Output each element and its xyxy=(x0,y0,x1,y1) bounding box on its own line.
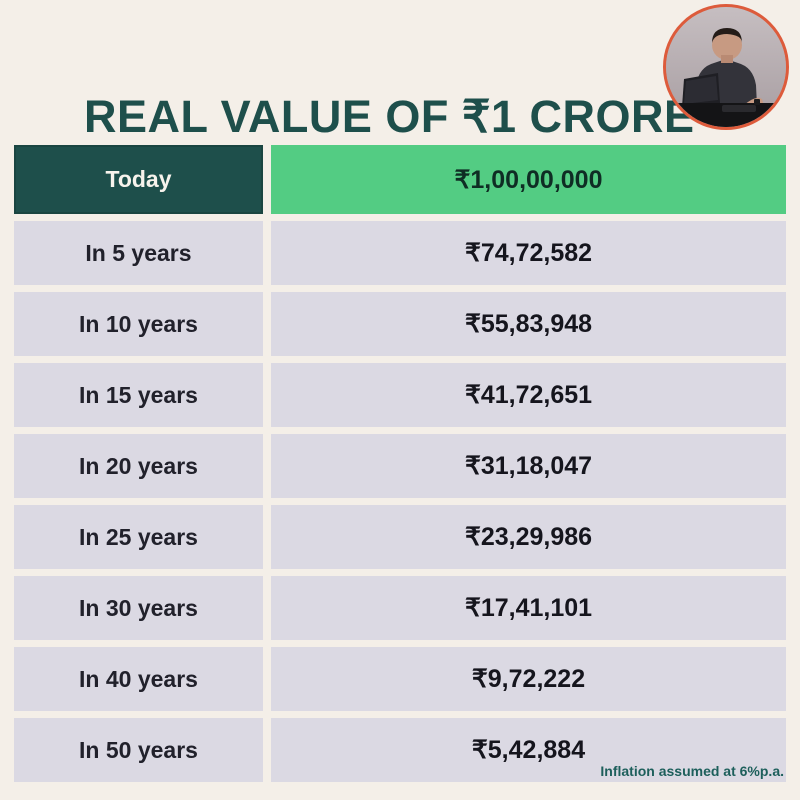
avatar-keyboard xyxy=(722,105,756,112)
table-row-label-30-years: In 30 years xyxy=(14,576,263,640)
table-row-value-10-years: ₹55,83,948 xyxy=(271,292,786,356)
avatar-photo-illustration xyxy=(666,7,786,127)
table-row-value-25-years: ₹23,29,986 xyxy=(271,505,786,569)
table-row-value-30-years: ₹17,41,101 xyxy=(271,576,786,640)
table-row-label-20-years: In 20 years xyxy=(14,434,263,498)
table-row-value-15-years: ₹41,72,651 xyxy=(271,363,786,427)
table-row-label-10-years: In 10 years xyxy=(14,292,263,356)
avatar xyxy=(663,4,789,130)
inflation-assumption-note: Inflation assumed at 6%p.a. xyxy=(600,763,784,779)
table-row-label-15-years: In 15 years xyxy=(14,363,263,427)
page-title: REAL VALUE OF ₹1 CRORE xyxy=(84,91,695,143)
avatar-watch xyxy=(754,99,760,105)
table-row-value-50-years: ₹5,42,884 xyxy=(271,718,786,782)
avatar-laptop-screen-panel xyxy=(684,76,718,104)
table-header-period: Today xyxy=(14,145,263,214)
table-row-label-50-years: In 50 years xyxy=(14,718,263,782)
table-row-label-25-years: In 25 years xyxy=(14,505,263,569)
avatar-neck xyxy=(721,55,733,63)
real-value-table: Today ₹1,00,00,000 In 5 years ₹74,72,582… xyxy=(14,145,786,782)
table-row-value-5-years: ₹74,72,582 xyxy=(271,221,786,285)
table-row-value-20-years: ₹31,18,047 xyxy=(271,434,786,498)
table-row-label-5-years: In 5 years xyxy=(14,221,263,285)
avatar-hair xyxy=(712,28,742,43)
table-header-value: ₹1,00,00,000 xyxy=(271,145,786,214)
table-row-label-40-years: In 40 years xyxy=(14,647,263,711)
avatar-head xyxy=(712,30,742,60)
table-row-value-40-years: ₹9,72,222 xyxy=(271,647,786,711)
